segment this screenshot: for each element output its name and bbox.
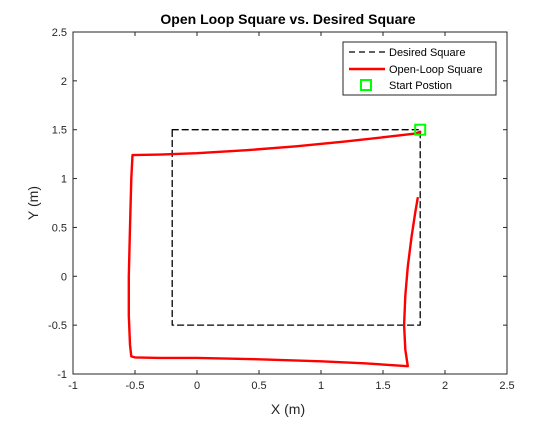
legend-label-open-loop: Open-Loop Square: [389, 64, 483, 76]
x-tick-label: 0: [194, 380, 200, 392]
plot-area: [127, 123, 427, 368]
x-tick-label: 2.5: [499, 380, 514, 392]
y-tick-label: 2.5: [52, 27, 67, 39]
x-tick-label: 2: [442, 380, 448, 392]
start-position-marker: [414, 123, 427, 136]
y-tick-label: 1: [61, 174, 67, 186]
open-loop-square-line: [127, 130, 422, 368]
chart-title: Open Loop Square vs. Desired Square: [160, 11, 415, 27]
legend: Desired Square Open-Loop Square Start Po…: [342, 41, 497, 96]
legend-label-start: Start Postion: [389, 80, 452, 92]
x-tick-label: 1: [318, 380, 324, 392]
x-tick-label: 1.5: [375, 380, 390, 392]
desired-square-line: [171, 129, 421, 326]
y-tick-label: 0: [61, 271, 67, 283]
axes: -1 -0.5 0 0.5 1 1.5 2 2.5 -1 -0.5 0 0.5 1 1.5 2 2.5: [48, 27, 515, 392]
y-tick-label: 0.5: [52, 222, 67, 234]
y-tick-label: -1: [57, 369, 67, 381]
x-tick-label: 0.5: [251, 380, 266, 392]
y-tick-label: 2: [61, 76, 67, 88]
x-tick-label: -0.5: [126, 380, 145, 392]
x-tick-label: -1: [68, 380, 78, 392]
legend-label-desired: Desired Square: [389, 47, 465, 59]
x-axis-label: X (m): [271, 401, 305, 417]
axes-box: [72, 31, 508, 375]
legend-swatch-start: [360, 79, 372, 91]
y-axis-label: Y (m): [25, 186, 41, 220]
y-tick-label: -0.5: [48, 320, 67, 332]
y-tick-label: 1.5: [52, 125, 67, 137]
